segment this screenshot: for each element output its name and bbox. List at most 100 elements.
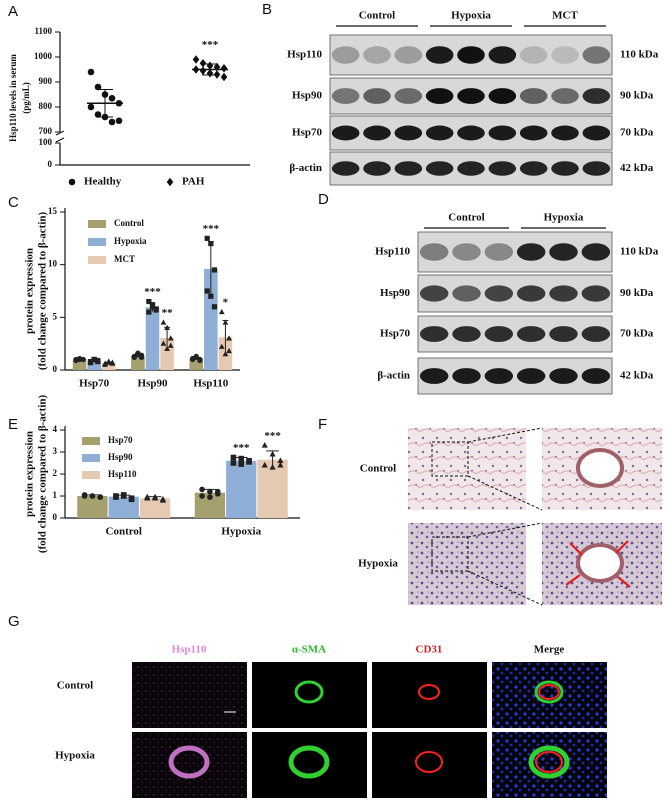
blot-band [582,161,611,176]
blot-band [452,243,481,261]
blot-band [516,368,546,384]
blot-band [549,285,578,302]
y-tick-label: 0 [53,364,58,374]
data-point [192,55,200,64]
blot-band [394,46,423,64]
blot-band [394,161,423,176]
size-label: 110 kDa [620,246,659,258]
data-point [207,488,213,495]
fluorescence-image [492,732,607,798]
data-point [120,493,127,499]
y-axis-label: protein expression [24,248,36,334]
column-label: α-SMA [292,644,326,656]
blot-band [452,285,481,302]
data-point [167,335,174,341]
legend-marker [166,177,174,187]
row-label: Hypoxia [55,750,95,762]
blot-band [425,46,454,64]
zoom-line [467,522,543,538]
arrow [617,576,631,588]
x-tick-label: Hypoxia [221,526,261,538]
bar [226,460,257,518]
signal [418,684,440,700]
y-axis-label: (pg/mL) [21,82,31,114]
y-tick-label: 1100 [34,26,52,36]
legend-marker [68,178,76,186]
legend-label: MCT [114,254,135,264]
blot-band [425,161,454,176]
data-point [199,66,207,76]
column-label: Hsp110 [172,644,207,656]
data-point [167,342,174,348]
bar [204,268,218,370]
significance: *** [233,442,250,454]
zoom-box [431,536,469,572]
y-tick-label: 4 [53,424,58,434]
size-label: 70 kDa [620,127,654,139]
data-point [138,354,145,360]
zoom-line [467,570,543,606]
y-tick-label: 900 [39,76,53,86]
arrow [569,542,583,556]
group-label: Control [448,212,484,224]
panel-letter: B [262,1,272,18]
blot-band [551,125,579,141]
y-tick-label: 2 [53,468,58,478]
data-point [131,353,137,359]
legend-label: Hsp90 [108,452,133,462]
legend-swatch [82,454,100,462]
data-point [89,493,96,499]
data-point [269,450,276,457]
data-point [226,347,232,354]
vessel [576,448,624,488]
blot-band [519,161,548,176]
bar [139,498,171,518]
zoom-line [467,475,543,511]
blot-band [581,243,611,261]
y-tick-label: 0 [53,512,58,522]
data-point [102,361,108,367]
panel-letter: A [8,3,18,20]
group-label: MCT [552,10,578,22]
data-point [94,111,102,118]
zoom-box [431,441,469,477]
blot-band [425,88,454,104]
data-point [220,72,228,82]
data-point [87,68,95,76]
data-point [160,319,167,325]
y-tick-label: 0 [48,159,53,169]
data-point [113,494,119,500]
data-point [97,494,104,500]
column-label: Merge [534,644,565,656]
signal [538,684,560,700]
blot-strip [417,357,613,395]
data-point [146,309,152,315]
row-label: Hsp110 [287,49,322,61]
data-point [115,117,123,125]
data-point [208,293,214,299]
blot-band [519,125,548,141]
panel-letter: C [8,194,19,211]
signal [168,745,210,779]
blot-band [551,46,579,64]
data-point [214,488,221,495]
significance: ** [162,307,174,319]
data-point [218,343,225,349]
data-point [226,335,232,341]
blot-band [582,46,611,64]
blot-band [488,88,517,104]
data-point [135,350,141,356]
blot-band [394,125,423,141]
data-point [164,324,170,330]
y-tick-label: 1 [53,490,58,500]
data-point [238,461,245,467]
data-point [81,493,88,499]
x-tick-label: Hsp70 [79,378,109,390]
blot-band [363,46,391,64]
blot-band [484,243,514,261]
blot-band [488,46,517,64]
legend-swatch [82,437,100,445]
data-point [149,304,156,310]
data-point [109,360,116,366]
size-label: 42 kDa [620,370,654,382]
